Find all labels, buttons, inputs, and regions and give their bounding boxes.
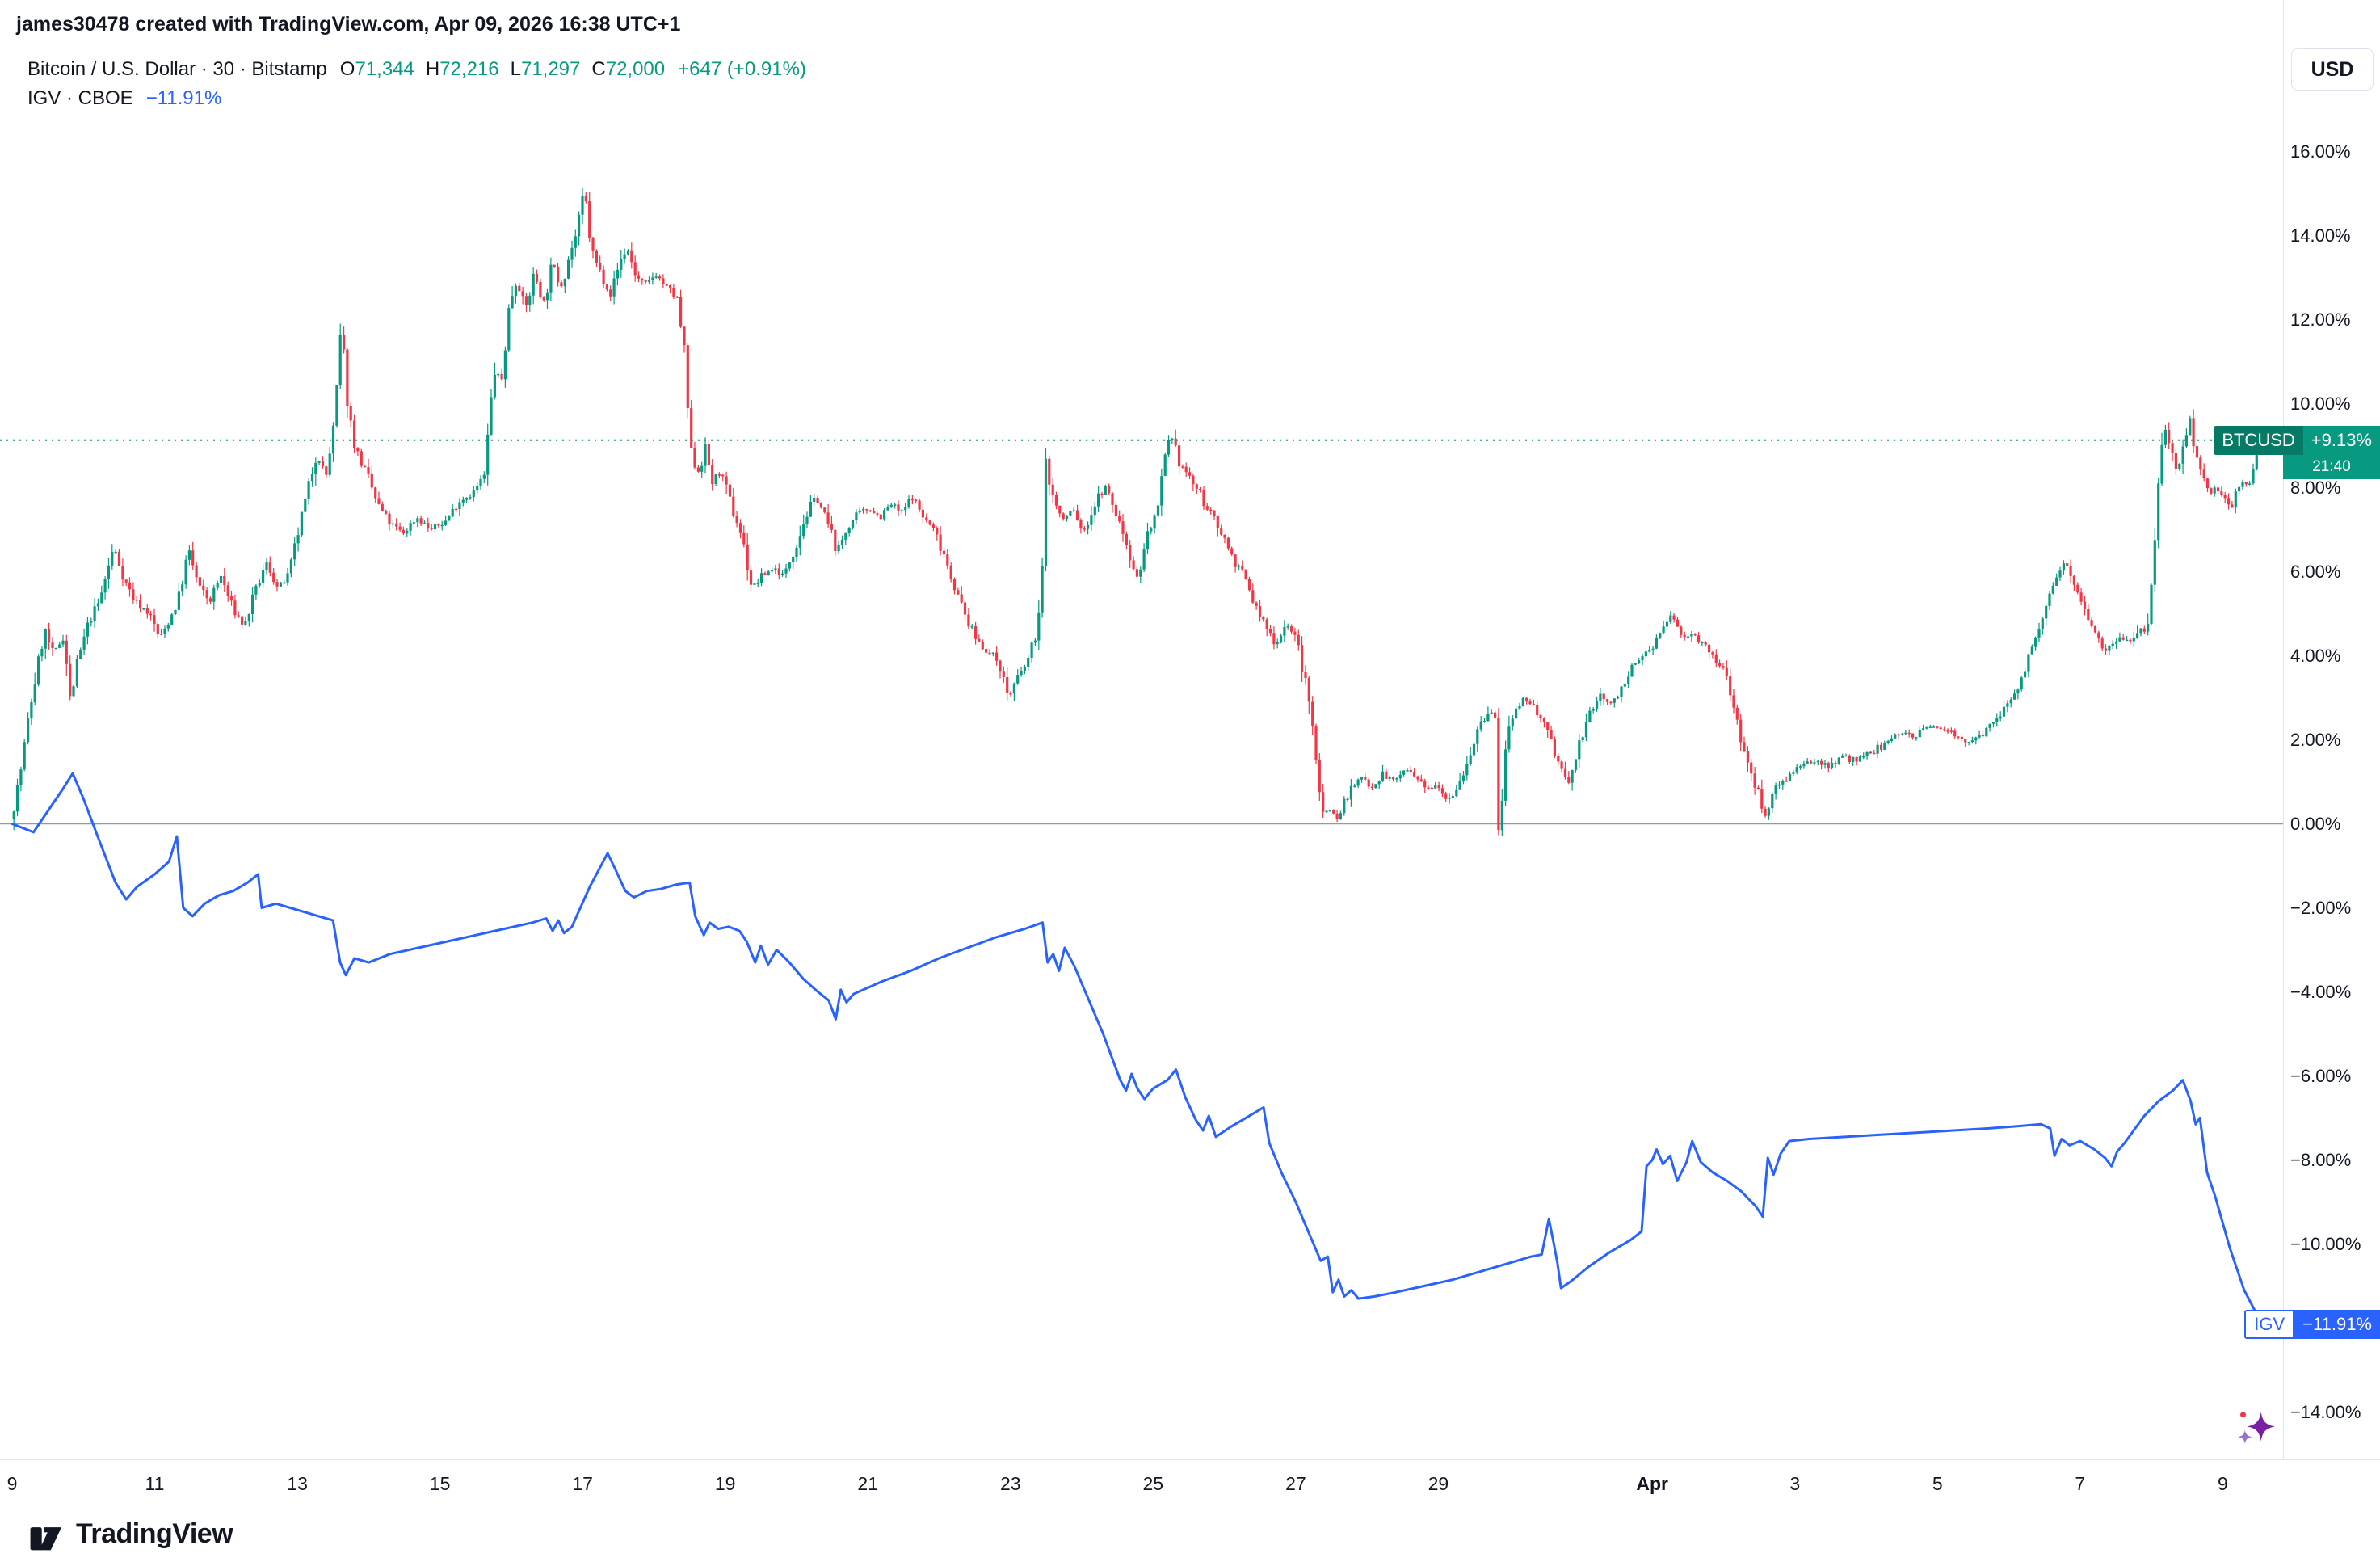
x-axis-label: 5: [1932, 1473, 1943, 1494]
y-axis-label: 16.00%: [2290, 141, 2351, 162]
y-axis-label: −8.00%: [2290, 1149, 2352, 1170]
igv-last-value-badge: IGV −11.91%: [2244, 1310, 2380, 1339]
attribution-note: james30478 created with TradingView.com,…: [16, 13, 681, 36]
tradingview-logo[interactable]: TradingView: [29, 1516, 233, 1551]
low-value: 71,297: [520, 58, 581, 80]
y-axis-label: 8.00%: [2290, 477, 2341, 498]
close-value: 72,000: [605, 58, 666, 80]
y-axis-label: 10.00%: [2290, 393, 2351, 414]
low-label: L: [510, 58, 521, 80]
high-label: H: [425, 58, 440, 80]
symbol-title: Bitcoin / U.S. Dollar · 30 · Bitstamp: [27, 58, 327, 80]
y-axis-label: 6.00%: [2290, 561, 2341, 582]
x-axis-label: 3: [1789, 1473, 1801, 1494]
x-axis-label: 25: [1142, 1473, 1164, 1494]
y-axis-label: 14.00%: [2290, 225, 2351, 246]
indicator-value: −11.91%: [145, 87, 222, 109]
sparkle-icon: [2238, 1412, 2276, 1444]
x-axis-label: 11: [145, 1473, 165, 1494]
indicator-legend-row[interactable]: IGV · CBOE −11.91%: [27, 84, 806, 113]
x-axis-label: Apr: [1636, 1473, 1668, 1494]
tradingview-wordmark: TradingView: [76, 1518, 233, 1549]
open-label: O: [339, 58, 355, 80]
sparkle-button[interactable]: [2235, 1404, 2280, 1450]
btc-badge-value: +9.13%: [2302, 426, 2380, 455]
x-axis-label: 17: [572, 1473, 593, 1494]
indicator-title: IGV · CBOE: [27, 87, 133, 109]
y-axis-label: −14.00%: [2290, 1401, 2361, 1422]
x-axis-label: 29: [1428, 1473, 1449, 1494]
y-axis-label: −2.00%: [2290, 897, 2352, 918]
y-axis-label: 2.00%: [2290, 729, 2341, 750]
currency-usd-button[interactable]: USD: [2291, 48, 2374, 91]
x-axis-label: 9: [6, 1473, 18, 1494]
x-axis-label: 21: [857, 1473, 878, 1494]
y-axis-label: −4.00%: [2290, 981, 2352, 1002]
open-value: 71,344: [355, 58, 414, 80]
x-axis-label: 7: [2075, 1473, 2086, 1494]
x-axis-label: 19: [714, 1473, 736, 1494]
change-value: +647 (+0.91%): [678, 58, 806, 80]
btc-badge-symbol: BTCUSD: [2214, 426, 2303, 455]
high-value: 72,216: [439, 58, 499, 80]
igv-badge-value: −11.91%: [2294, 1310, 2380, 1339]
y-axis-label: −6.00%: [2290, 1065, 2352, 1086]
y-axis-label: 4.00%: [2290, 645, 2341, 666]
close-label: C: [591, 58, 606, 80]
y-axis-label: 0.00%: [2290, 813, 2341, 834]
btc-countdown-badge: 21:40: [2283, 455, 2380, 479]
y-axis-label: −10.00%: [2290, 1233, 2361, 1254]
x-axis-label: 23: [1000, 1473, 1021, 1494]
price-axis[interactable]: 16.00% 14.00% 12.00% 10.00% 8.00% 6.00% 4.00% 2…: [2283, 0, 2380, 1459]
tradingview-logo-icon: [30, 1527, 62, 1551]
x-axis-label: 9: [2217, 1473, 2228, 1494]
footer-bar: TradingView: [0, 1511, 2380, 1566]
x-axis-label: 27: [1285, 1473, 1306, 1494]
igv-badge-symbol: IGV: [2244, 1310, 2295, 1339]
y-axis-label: 12.00%: [2290, 309, 2351, 330]
time-axis[interactable]: 9 11 13 15 17 19 21 23 25 27 29 Apr 3 5 7 9: [0, 1459, 2380, 1511]
x-axis-label: 13: [287, 1473, 308, 1494]
ohlc-values: O 71,344 H 72,216 L 71,297 C 72,000: [340, 58, 665, 81]
x-axis-label: 15: [429, 1473, 451, 1494]
price-chart[interactable]: [0, 0, 2283, 1459]
btc-last-price-badge: BTCUSD +9.13%: [2214, 426, 2380, 455]
